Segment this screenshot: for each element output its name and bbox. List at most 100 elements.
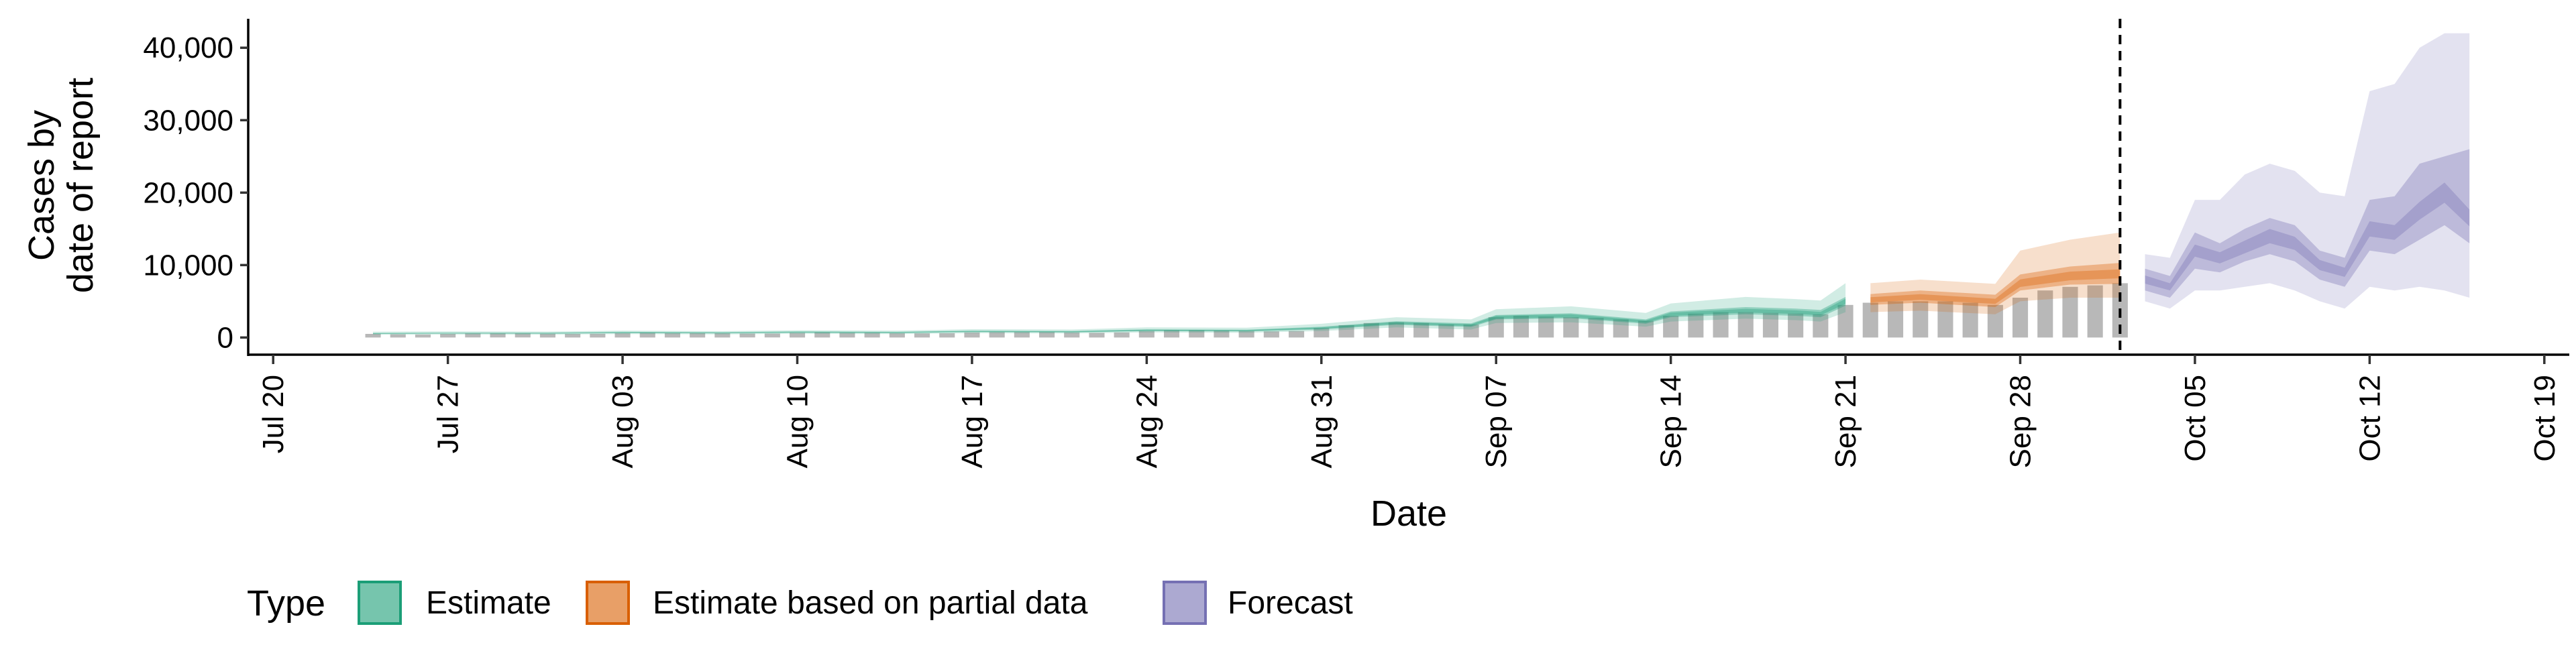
x-tick-label: Sep 14 — [1655, 375, 1688, 468]
y-axis-title-line: date of report — [60, 78, 101, 293]
reported-cases-bar — [1737, 312, 1754, 338]
legend-title: Type — [247, 583, 325, 624]
y-axis-title-line: Cases by — [21, 110, 62, 261]
y-tick-label: 0 — [217, 321, 233, 354]
reported-cases-bar — [714, 333, 731, 338]
reported-cases-bar — [1014, 332, 1030, 338]
legend: Type Estimate Estimate based on partial da… — [247, 581, 1353, 625]
legend-label: Forecast — [1228, 585, 1353, 621]
ci50-band — [1870, 263, 2121, 307]
reported-cases-bar — [1138, 331, 1155, 338]
reported-cases-bar — [1238, 331, 1254, 338]
y-tick-label: 30,000 — [143, 104, 233, 137]
reported-cases-bar — [1663, 316, 1679, 338]
y-tick-label: 10,000 — [143, 249, 233, 282]
reported-cases-bar — [1338, 325, 1354, 338]
reported-cases-bar — [814, 332, 830, 338]
x-tick-label: Sep 07 — [1480, 375, 1513, 468]
median-band — [1870, 269, 2121, 304]
legend-key — [586, 581, 630, 625]
x-tick-label: Jul 27 — [432, 375, 465, 453]
x-tick-label: Jul 20 — [257, 375, 290, 453]
reported-cases-bar — [415, 334, 431, 338]
reported-cases-bar — [1289, 331, 1305, 338]
ci90-band — [1870, 232, 2121, 314]
x-tick-label: Oct 12 — [2353, 375, 2386, 462]
reported-cases-bar — [664, 333, 680, 338]
series-estimate — [373, 283, 1846, 335]
reported-cases-bar — [465, 333, 481, 338]
x-tick-label: Aug 03 — [606, 375, 639, 468]
x-tick-label: Sep 28 — [2004, 375, 2037, 468]
reported-cases-bar — [914, 333, 930, 338]
reported-cases-bar — [2012, 298, 2029, 338]
reported-cases-bar — [1164, 330, 1180, 338]
reported-cases-bar — [1039, 332, 1055, 338]
reported-cases-bar — [964, 332, 980, 338]
series-forecast — [2145, 33, 2470, 309]
reported-cases-bar — [1488, 317, 1504, 338]
reported-cases-bar — [1463, 324, 1479, 338]
reported-cases-bar — [790, 333, 806, 338]
x-tick-label: Oct 05 — [2179, 375, 2212, 462]
legend-key — [358, 581, 402, 625]
reported-cases-bar — [1613, 319, 1629, 338]
reported-cases-bar — [1987, 304, 2003, 338]
reported-cases-bar — [1214, 331, 1230, 338]
reported-cases-bar — [614, 333, 631, 338]
reported-cases-bar — [864, 333, 880, 338]
x-tick-label: Aug 10 — [782, 375, 814, 468]
reported-cases-bar — [2087, 285, 2103, 338]
reported-cases-bar — [2037, 290, 2053, 338]
legend-key — [1163, 581, 1207, 625]
reported-cases-bar — [1713, 312, 1729, 338]
reported-cases-bar — [1688, 313, 1704, 338]
reported-cases-bar — [1363, 322, 1379, 338]
median-band — [373, 298, 1846, 334]
reported-cases-bar — [1913, 301, 1929, 338]
y-tick-label: 20,000 — [143, 176, 233, 209]
reported-cases-bar — [939, 333, 955, 338]
reported-cases-bar — [1563, 317, 1579, 338]
estimate-ribbons — [373, 33, 2470, 335]
reported-cases-bar — [1788, 313, 1804, 338]
reported-cases-bar — [440, 334, 456, 338]
reported-cases-bar — [889, 333, 905, 338]
reported-cases-bar — [1862, 302, 1878, 338]
reported-cases-bars — [365, 283, 2128, 338]
y-tick-label: 40,000 — [143, 32, 233, 64]
ci90-band — [373, 283, 1846, 335]
reported-cases-bar — [1538, 316, 1554, 338]
reported-cases-bar — [1089, 333, 1105, 338]
reported-cases-bar — [2062, 286, 2078, 338]
x-tick-label: Oct 19 — [2528, 375, 2561, 462]
reported-cases-bar — [1813, 314, 1829, 338]
x-axis-title: Date — [1371, 493, 1447, 534]
x-tick-label: Aug 24 — [1130, 375, 1163, 468]
x-tick-label: Aug 31 — [1305, 375, 1338, 468]
legend-label: Estimate — [426, 585, 551, 621]
reported-cases-bar — [1513, 316, 1529, 338]
reported-cases-bar — [515, 333, 531, 338]
reported-cases-bar — [590, 333, 606, 338]
x-tick-label: Sep 21 — [1829, 375, 1862, 468]
reported-cases-bar — [1189, 330, 1205, 338]
series-estimate-based-on-partial-data — [1870, 232, 2121, 314]
reported-cases-bar — [390, 334, 406, 338]
ci50-band — [2145, 149, 2470, 298]
reported-cases-bar — [1263, 331, 1279, 338]
reported-cases-bar — [1588, 318, 1604, 338]
reported-cases-bar — [764, 333, 780, 338]
reported-cases-bar — [839, 333, 855, 338]
reported-cases-bar — [1638, 320, 1654, 338]
reported-cases-bar — [989, 332, 1005, 338]
ci50-band — [373, 296, 1846, 334]
axes: 0 10,000 20,000 30,000 40,000 Jul 20 Jul 27 Aug… — [21, 19, 2569, 534]
reported-cases-bar — [1438, 324, 1454, 338]
reported-cases-bar — [1837, 304, 1854, 338]
reported-cases-bar — [1888, 301, 1904, 338]
reported-cases-bar — [1962, 302, 1978, 338]
